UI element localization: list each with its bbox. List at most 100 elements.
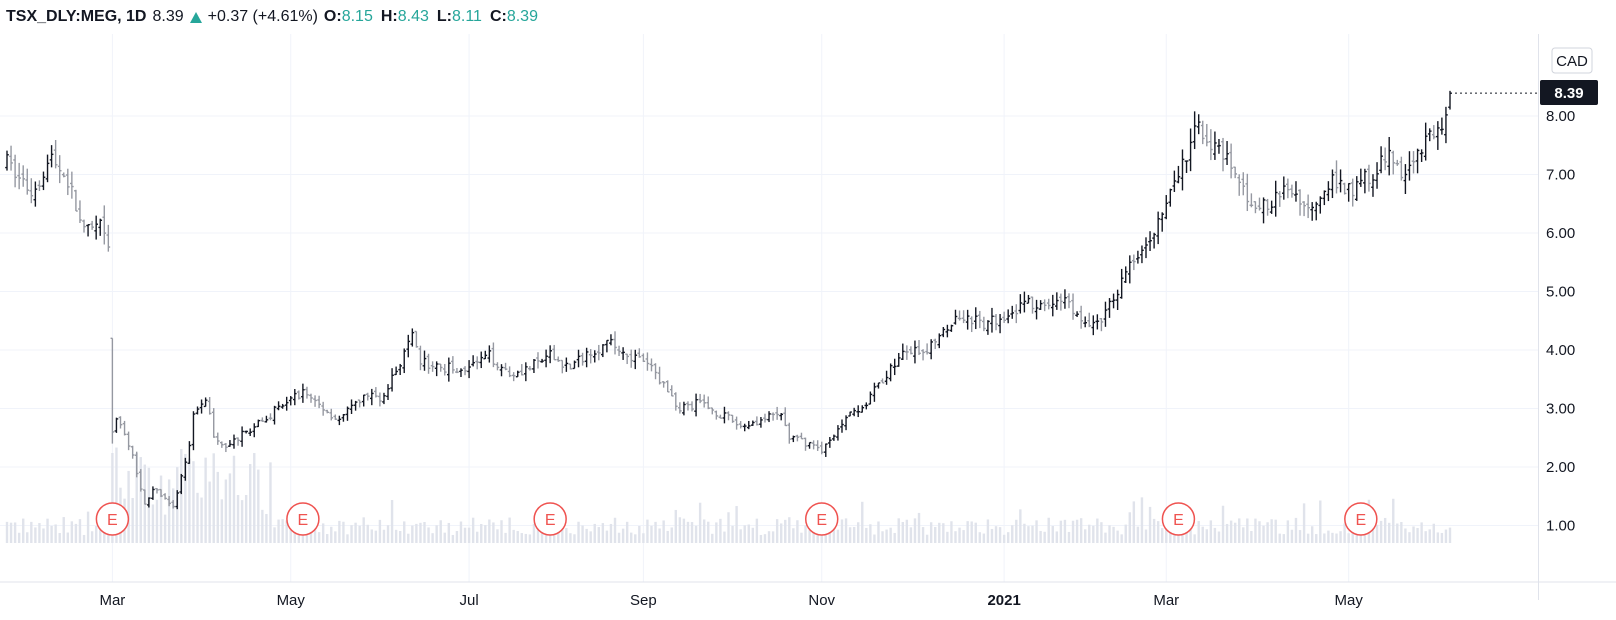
volume-bar [34, 527, 37, 543]
high-label: H: [380, 8, 398, 25]
volume-bar [17, 532, 21, 543]
ohlc-bar [811, 440, 816, 450]
ohlc-bar [718, 414, 723, 419]
volume-bar [755, 518, 759, 543]
volume-bar [30, 521, 33, 543]
ohlc-bar [738, 421, 743, 429]
volume-bar [382, 529, 386, 543]
volume-bar [929, 522, 933, 543]
volume-bar [403, 521, 406, 543]
ohlc-bar [179, 473, 184, 495]
ohlc-bar [9, 145, 13, 171]
x-tick-label: May [277, 592, 306, 609]
volume-bar [496, 529, 499, 543]
ohlc-bar [690, 401, 694, 412]
open-label: O: [323, 8, 342, 25]
volume-bar [994, 526, 998, 543]
volume-bar [1035, 520, 1038, 543]
ohlc-bar [374, 387, 378, 398]
currency-badge[interactable]: CAD [1551, 47, 1593, 74]
ohlc-bar [1277, 191, 1282, 207]
ohlc-bar [276, 401, 281, 411]
ohlc-bar [61, 172, 66, 178]
ohlc-bar [511, 372, 516, 382]
volume-bar [171, 488, 175, 543]
ohlc-bar [1233, 166, 1237, 179]
volume-bar [212, 453, 215, 543]
currency-label: CAD [1556, 53, 1588, 70]
volume-bar [407, 533, 410, 543]
ohlc-bar [199, 399, 204, 414]
volume-bar [658, 528, 661, 543]
volume-bar [536, 522, 540, 543]
volume-bar [844, 518, 848, 543]
earnings-marker[interactable]: E [1161, 502, 1196, 536]
volume-bar [986, 519, 990, 543]
ohlc-bar [220, 441, 224, 448]
ohlc-bar [102, 205, 107, 245]
ohlc-bar [1338, 169, 1343, 193]
ohlc-bar [998, 314, 1002, 334]
volume-bar [938, 522, 941, 543]
ohlc-bar [787, 422, 792, 444]
ohlc-bar [236, 437, 240, 446]
volume-bar [1343, 523, 1346, 543]
volume-bar [184, 453, 187, 543]
volume-bar [155, 499, 159, 543]
volume-bar [192, 461, 195, 543]
volume-bar [1290, 529, 1294, 543]
earnings-marker[interactable]: E [286, 502, 320, 536]
volume-bar [1225, 523, 1229, 543]
volume-bar [475, 531, 479, 543]
ohlc-bar [49, 145, 54, 168]
volume-bar [593, 523, 596, 543]
volume-bar [431, 533, 434, 543]
ohlc-bar [33, 181, 38, 207]
y-tick-label: 3.00 [1546, 401, 1575, 418]
ohlc-bar [751, 420, 755, 426]
ohlc-bar [349, 399, 354, 414]
ohlc-bar [183, 457, 188, 481]
volume-bar [1006, 532, 1010, 543]
volume-bar [1213, 527, 1217, 543]
ohlc-bar [1204, 123, 1209, 147]
volume-bar [196, 492, 199, 543]
earnings-marker[interactable]: E [804, 502, 839, 536]
volume-bar [1209, 520, 1213, 543]
ohlc-bar [1184, 160, 1189, 173]
earnings-marker[interactable]: E [533, 502, 567, 536]
volume-bar [317, 532, 321, 543]
volume-bar [990, 528, 994, 543]
volume-bar [540, 527, 544, 543]
ohlc-bar [1038, 300, 1043, 310]
ohlc-bar [297, 390, 301, 400]
volume-bar [670, 527, 673, 543]
volume-bar [836, 529, 840, 543]
ohlc-bar [118, 416, 123, 429]
volume-bar [435, 525, 438, 543]
ohlc-bar [406, 334, 411, 358]
ohlc-bar [1310, 202, 1315, 221]
volume-bar [1250, 530, 1253, 543]
volume-bar [1181, 533, 1184, 543]
volume-bar [897, 518, 900, 543]
ohlc-bar [1148, 231, 1152, 251]
ohlc-bar [1042, 299, 1047, 312]
ohlc-bar [1298, 189, 1302, 216]
ohlc-bar [730, 414, 735, 423]
volume-bar [26, 532, 29, 543]
earnings-marker[interactable]: E [1344, 502, 1378, 536]
volume-bar [504, 532, 507, 543]
volume-bar [1140, 497, 1144, 543]
ohlc-bar [1087, 312, 1092, 328]
ohlc-bar [605, 339, 609, 353]
volume-bar [1088, 524, 1091, 543]
ohlc-bar [507, 366, 512, 378]
volume-bar [557, 526, 560, 543]
earnings-marker[interactable]: E [95, 502, 130, 536]
ohlc-bar [528, 366, 532, 371]
ohlc-bar [329, 408, 334, 421]
ohlc-bar [880, 378, 885, 384]
